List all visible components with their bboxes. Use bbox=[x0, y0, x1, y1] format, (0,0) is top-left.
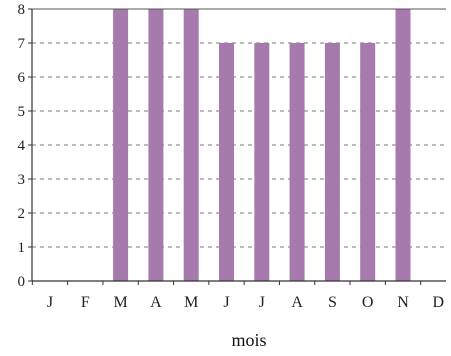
x-tick-label: M bbox=[113, 294, 127, 311]
y-tick-label: 2 bbox=[18, 206, 26, 222]
y-tick-label: 4 bbox=[18, 138, 26, 154]
x-tick-label: J bbox=[223, 294, 229, 311]
bar bbox=[289, 43, 305, 281]
y-tick-label: 7 bbox=[18, 36, 26, 52]
bar bbox=[395, 9, 411, 281]
x-tick-label: A bbox=[291, 294, 303, 311]
y-tick-label: 0 bbox=[18, 274, 26, 290]
axes bbox=[28, 8, 446, 285]
y-tick-label: 3 bbox=[18, 172, 26, 188]
y-tick-label: 5 bbox=[18, 104, 26, 120]
y-tick-labels: 0 1 2 3 4 5 6 7 8 bbox=[18, 2, 26, 290]
bar bbox=[148, 9, 164, 281]
bar bbox=[360, 43, 376, 281]
x-tick-label: N bbox=[397, 294, 409, 311]
x-tick-label: M bbox=[184, 294, 198, 311]
bars bbox=[113, 9, 411, 281]
y-tick-label: 1 bbox=[18, 240, 26, 256]
x-axis-title: mois bbox=[231, 330, 266, 350]
x-tick-label: O bbox=[362, 294, 374, 311]
bar bbox=[324, 43, 340, 281]
x-tick-label: A bbox=[150, 294, 162, 311]
x-tick-label: J bbox=[47, 294, 53, 311]
bar bbox=[183, 9, 199, 281]
x-tick-label: J bbox=[259, 294, 265, 311]
bar bbox=[113, 9, 129, 281]
x-tick-label: D bbox=[433, 294, 445, 311]
bar bbox=[254, 43, 270, 281]
y-tick-label: 6 bbox=[18, 70, 26, 86]
bar bbox=[219, 43, 234, 281]
y-tick-label: 8 bbox=[18, 2, 26, 18]
x-tick-label: F bbox=[81, 294, 90, 311]
x-tick-label: S bbox=[328, 294, 337, 311]
grid-lines bbox=[32, 42, 446, 248]
